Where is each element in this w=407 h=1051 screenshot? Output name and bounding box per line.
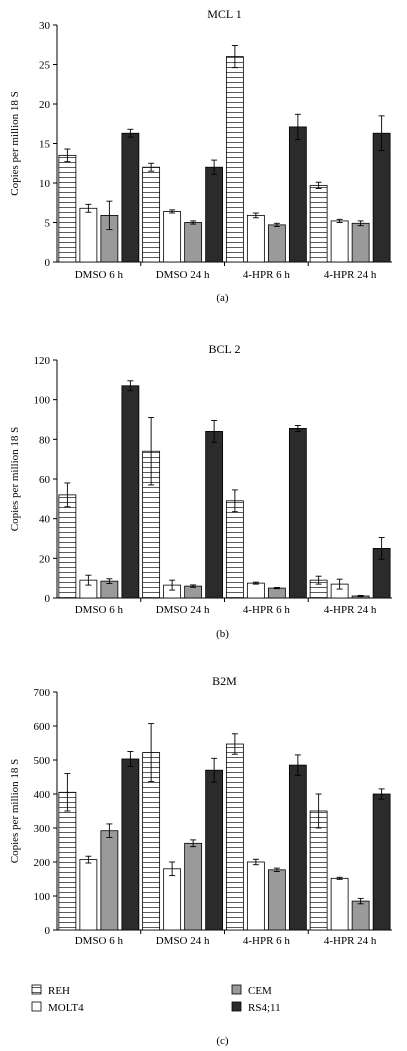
bar-reh-4-hpr-6-h [225,743,244,931]
y-tick-label: 0 [45,257,51,269]
y-tick-label: 700 [34,687,51,699]
x-category-label: DMSO 6 h [75,935,124,947]
bar-cem-4-hpr-6-h [267,587,286,599]
bar-molt4-4-hpr-24-h [330,220,349,263]
chart-panel-2: BCL 2 Copies per million 18 S 0 20 40 60 80 100… [9,342,392,640]
bar-rs4-11-dmso-6-h [121,385,140,599]
y-tick-label: 5 [45,218,51,230]
bar-molt4-4-hpr-24-h [330,877,349,931]
legend-label-cem: CEM [248,985,272,997]
bar-cem-4-hpr-24-h [351,222,370,263]
bar-reh-dmso-24-h [142,166,161,263]
chart-title: B2M [212,674,237,688]
y-tick-label: 0 [45,925,51,937]
y-tick-label: 15 [39,139,51,151]
y-tick-label: 100 [34,395,51,407]
bar-molt4-dmso-24-h [163,868,182,931]
chart-title: MCL 1 [207,7,242,21]
y-tick-label: 80 [39,434,51,446]
y-tick-label: 200 [34,857,51,869]
bar-cem-dmso-6-h [100,830,119,931]
bar-rs4-11-4-hpr-24-h [372,793,391,931]
bar-rs4-11-dmso-24-h [205,769,224,931]
x-category-label: 4-HPR 6 h [243,935,291,947]
chart-panel-1: MCL 1 Copies per million 18 S 0 5 10 15 20 25 30… [9,7,392,304]
bar-rs4-11-dmso-6-h [121,132,140,263]
bar-reh-4-hpr-24-h [309,810,328,931]
bar-reh-4-hpr-6-h [225,500,244,599]
chart-panel-3: B2M Copies per million 18 S 0 100 200 300 400 5… [9,674,392,1047]
panel-label: (b) [216,628,229,640]
legend: REH MOLT4 CEM RS4;11 [31,984,281,1014]
bar-molt4-4-hpr-6-h [246,214,265,263]
bar-cem-4-hpr-24-h [351,900,370,931]
legend-label-molt4: MOLT4 [48,1002,84,1014]
panel-label: (a) [216,292,229,304]
y-tick-label: 100 [34,891,51,903]
bar-reh-dmso-6-h [58,791,77,931]
x-category-label: DMSO 24 h [156,604,210,616]
bar-cem-dmso-24-h [184,585,203,599]
bar-reh-4-hpr-24-h [309,184,328,263]
y-tick-label: 600 [34,721,51,733]
y-tick-label: 30 [39,20,51,32]
bar-molt4-dmso-24-h [163,211,182,263]
bar-cem-4-hpr-6-h [267,224,286,263]
y-tick-label: 60 [39,474,51,486]
x-category-label: DMSO 24 h [156,935,210,947]
y-axis-label: Copies per million 18 S [9,759,21,864]
y-tick-label: 10 [39,178,51,190]
bar-cem-dmso-24-h [184,222,203,263]
legend-swatch-molt4 [31,1001,42,1012]
y-tick-label: 25 [39,60,51,72]
x-category-label: 4-HPR 6 h [243,604,291,616]
bar-rs4-11-4-hpr-6-h [288,428,307,599]
bar-rs4-11-dmso-24-h [205,430,224,599]
bar-molt4-4-hpr-6-h [246,582,265,599]
bar-reh-dmso-6-h [58,154,77,263]
y-tick-label: 300 [34,823,51,835]
bar-rs4-11-4-hpr-6-h [288,126,307,263]
bar-cem-dmso-24-h [184,842,203,931]
legend-swatch-cem [231,984,242,995]
bar-molt4-dmso-6-h [79,207,98,263]
y-tick-label: 500 [34,755,51,767]
legend-label-rs4-11: RS4;11 [248,1002,281,1014]
chart-title: BCL 2 [209,342,241,356]
bar-molt4-dmso-6-h [79,859,98,931]
y-tick-label: 120 [34,355,51,367]
x-category-label: 4-HPR 24 h [324,935,377,947]
bar-reh-4-hpr-6-h [225,56,244,263]
x-category-label: DMSO 6 h [75,604,124,616]
bar-reh-dmso-6-h [58,494,77,599]
legend-label-reh: REH [48,985,70,997]
y-tick-label: 20 [39,99,51,111]
bar-rs4-11-dmso-24-h [205,166,224,263]
y-tick-label: 400 [34,789,51,801]
panel-label: (c) [216,1035,229,1047]
y-tick-label: 0 [45,593,51,605]
y-tick-label: 20 [39,553,51,565]
y-axis-label: Copies per million 18 S [9,91,21,196]
bar-rs4-11-dmso-6-h [121,758,140,931]
x-category-label: 4-HPR 6 h [243,269,291,281]
bar-cem-4-hpr-6-h [267,869,286,931]
x-category-label: DMSO 6 h [75,269,124,281]
x-category-label: DMSO 24 h [156,269,210,281]
legend-swatch-reh [31,984,42,995]
y-axis-label: Copies per million 18 S [9,427,21,532]
legend-swatch-rs4-11 [231,1001,242,1012]
x-category-label: 4-HPR 24 h [324,604,377,616]
y-tick-label: 40 [39,514,51,526]
bar-rs4-11-4-hpr-6-h [288,764,307,931]
bar-molt4-4-hpr-6-h [246,861,265,931]
x-category-label: 4-HPR 24 h [324,269,377,281]
bar-rs4-11-4-hpr-24-h [372,132,391,263]
